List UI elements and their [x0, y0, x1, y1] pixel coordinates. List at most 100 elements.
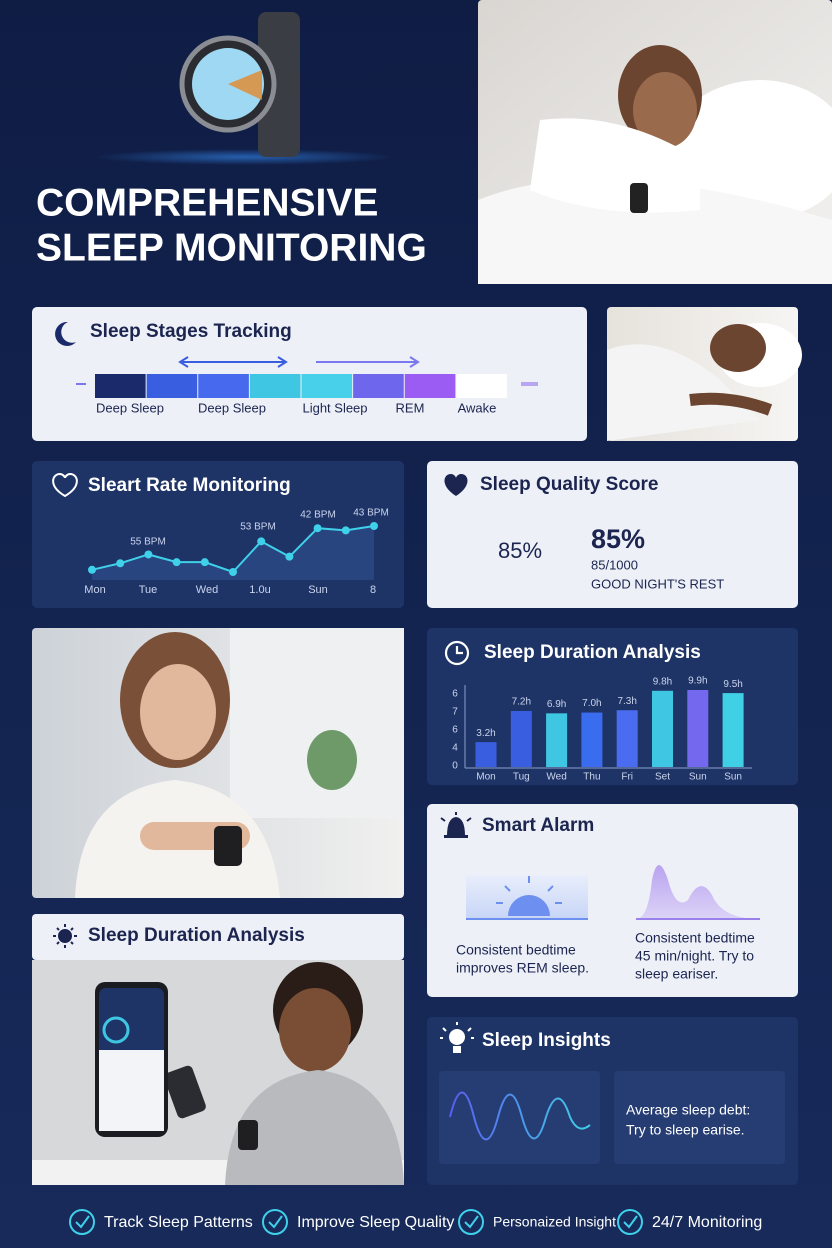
alarm-text: Consistent bedtime: [635, 930, 755, 946]
bar-label: 7.3h: [617, 696, 636, 707]
stage-segment: [456, 374, 507, 398]
x-label: 1.0u: [249, 584, 270, 596]
bar-label: 7.0h: [582, 698, 601, 709]
heart-point: [144, 550, 153, 559]
check-mark: [268, 1215, 283, 1229]
panel-title: Sleart Rate Monitoring: [88, 475, 291, 496]
heart-area: [92, 526, 374, 580]
watch-image: [95, 12, 395, 165]
bulb-icon: [440, 1022, 474, 1053]
x-label: Sun: [308, 584, 328, 596]
insight-text: Average sleep debt:: [626, 1102, 750, 1118]
stage-segment: [249, 374, 301, 398]
y-label: 6: [452, 725, 458, 736]
bar: [687, 690, 709, 767]
point-label: 42 BPM: [300, 510, 336, 521]
stage-segment: [404, 374, 456, 398]
x-label: Mon: [84, 584, 105, 596]
panel-title: Sleep Duration Analysis: [484, 642, 701, 663]
point-label: 43 BPM: [353, 508, 389, 519]
point-label: 55 BPM: [130, 537, 166, 548]
bar: [581, 712, 603, 767]
clock-icon: [444, 640, 470, 666]
x-label: Wed: [546, 772, 566, 783]
heart-point: [257, 537, 266, 546]
x-label: Thu: [583, 772, 600, 783]
alarm-text: 45 min/night. Try to: [635, 948, 754, 964]
ring-label: 85%: [498, 538, 542, 563]
heart-point: [172, 558, 181, 567]
insight-box: [439, 1071, 600, 1164]
stage-label: Light Sleep: [302, 400, 367, 415]
insight-box: [614, 1071, 785, 1164]
sunrise-graphic: [466, 875, 588, 920]
feature-label: Improve Sleep Quality: [297, 1214, 454, 1231]
check-icon: [262, 1209, 288, 1235]
stage-label: Deep Sleep: [96, 400, 164, 415]
panel-title: Sleep Insights: [482, 1030, 611, 1051]
bar: [546, 713, 568, 767]
moon-icon: [55, 321, 76, 346]
photo-man-phone: [32, 960, 404, 1185]
stage-bar: [95, 374, 507, 398]
heart-point: [370, 522, 378, 530]
title-line: COMPREHENSIVE: [36, 181, 378, 224]
panel: [427, 804, 798, 997]
feature-label: 24/7 Monitoring: [652, 1214, 762, 1231]
bar-label: 6.9h: [547, 699, 566, 710]
panel-title: Sleep Stages Tracking: [90, 321, 292, 342]
heart-point: [200, 558, 209, 567]
insight-text: Try to sleep earise.: [626, 1122, 745, 1138]
photo-sleeping-woman: [478, 0, 832, 284]
photo-woman-watch: [32, 628, 404, 898]
heart-point: [285, 552, 294, 561]
panel-title: Smart Alarm: [482, 815, 594, 836]
stage-segment: [146, 374, 198, 398]
check-icon: [458, 1209, 484, 1235]
title-line: SLEEP MONITORING: [36, 226, 427, 269]
stage-segment: [198, 374, 249, 398]
check-mark: [623, 1215, 638, 1229]
photo-sleeping-man: [607, 307, 802, 441]
alarm-text: sleep eariser.: [635, 966, 718, 982]
stage-segment: [301, 374, 353, 398]
alarm-text: improves REM sleep.: [456, 960, 589, 976]
bar-label: 7.2h: [512, 697, 531, 708]
x-label: Sun: [724, 772, 742, 783]
bar-chart: 3.2h Mon 7.2h Tug 6.9h Wed 7.0h Thu 7.3h Fri 9.8h S…: [475, 676, 744, 783]
x-label: Tue: [139, 584, 158, 596]
feature-label: Track Sleep Patterns: [104, 1214, 253, 1231]
bar-label: 9.5h: [723, 679, 742, 690]
heart-icon: [52, 472, 78, 498]
bar: [510, 711, 532, 767]
check-mark: [75, 1215, 90, 1229]
sleep-wave-graphic: [636, 865, 760, 920]
score-sub: 85/1000: [591, 557, 638, 572]
heart-point: [229, 568, 237, 576]
x-label: Sun: [689, 772, 707, 783]
y-label: 4: [452, 743, 458, 754]
arrows: [76, 356, 538, 386]
stage-label: Deep Sleep: [198, 400, 266, 415]
heart-point: [341, 526, 350, 535]
heart-chart: [88, 522, 378, 580]
x-label: Mon: [476, 772, 495, 783]
bar: [722, 693, 744, 767]
panel: [32, 914, 404, 960]
x-label: Wed: [196, 584, 218, 596]
x-label: 8: [370, 584, 376, 596]
sun-icon: [53, 924, 77, 948]
check-icon: [69, 1209, 95, 1235]
y-label: 7: [452, 707, 458, 718]
bar-label: 3.2h: [476, 728, 495, 739]
y-label: 0: [452, 761, 458, 772]
heart-point: [116, 559, 125, 568]
bar: [652, 690, 673, 767]
y-label: 6: [452, 689, 458, 700]
panel-title: Sleep Quality Score: [480, 474, 658, 495]
heart-icon: [444, 474, 468, 496]
x-label: Fri: [621, 772, 633, 783]
stage-segment: [95, 374, 146, 398]
